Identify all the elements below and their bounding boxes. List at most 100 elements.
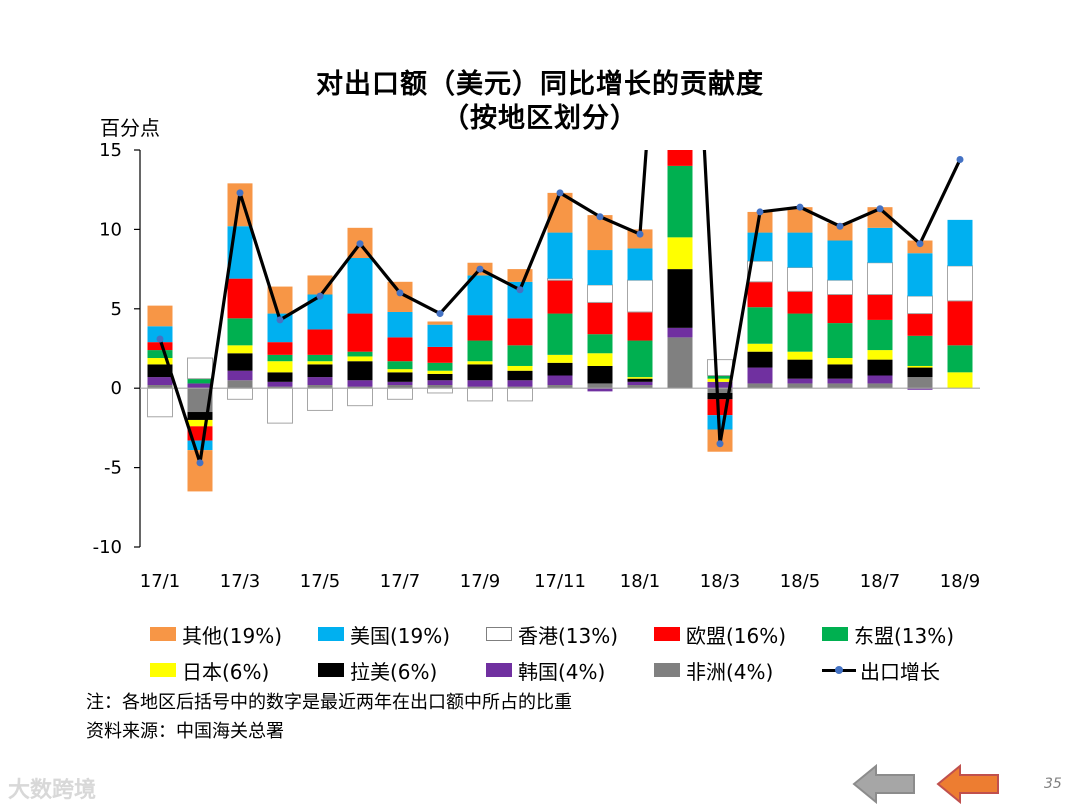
bar-korea	[427, 380, 453, 386]
bar-latam	[827, 364, 853, 379]
bar-eu	[467, 315, 493, 341]
bar-korea	[667, 327, 693, 338]
bar-africa	[907, 377, 933, 389]
bar-eu	[307, 329, 333, 355]
bar-korea	[587, 388, 613, 392]
legend-label: 日本(6%)	[182, 659, 270, 684]
bar-asean	[427, 362, 453, 371]
bar-hk	[668, 63, 693, 111]
bar-eu	[387, 337, 413, 362]
bar-eu	[667, 150, 693, 166]
line-point	[516, 286, 524, 294]
bar-japan	[347, 356, 373, 362]
bar-eu	[867, 294, 893, 320]
bar-korea	[547, 375, 573, 386]
line-point	[756, 208, 764, 216]
line-point	[356, 240, 364, 248]
legend-label: 拉美(6%)	[350, 659, 438, 684]
bar-eu	[907, 313, 933, 336]
bar-asean	[707, 375, 733, 379]
bar-japan	[867, 350, 893, 360]
bar-africa	[347, 386, 373, 389]
bar-japan	[387, 369, 413, 373]
bar-korea	[347, 380, 373, 387]
bar-japan	[427, 370, 453, 374]
line-point	[476, 265, 484, 273]
bar-japan	[747, 343, 773, 352]
x-tick-label: 17/11	[534, 571, 586, 592]
bar-asean	[467, 340, 493, 362]
bar-africa	[547, 385, 573, 389]
bar-africa	[467, 386, 493, 389]
legend-swatch	[822, 627, 848, 641]
legend-item-hk: 香港(13%)	[486, 620, 654, 649]
bar-eu	[747, 281, 773, 308]
bar-other	[827, 223, 853, 241]
bar-eu	[947, 300, 973, 346]
legend-line-swatch	[822, 663, 856, 677]
bar-hk	[547, 278, 573, 281]
bar-latam	[747, 351, 773, 368]
bar-africa	[747, 383, 773, 389]
legend-item-line: 出口增长	[822, 656, 990, 685]
bar-latam	[907, 367, 933, 378]
bar-other	[147, 305, 173, 327]
legend-swatch	[486, 627, 512, 641]
line-point	[596, 213, 604, 221]
line-point	[316, 292, 324, 300]
x-tick-label: 18/9	[940, 571, 980, 592]
legend-label: 欧盟(16%)	[686, 623, 787, 648]
bar-asean	[547, 313, 573, 355]
next-slide-button[interactable]	[936, 764, 1000, 804]
legend-item-eu: 欧盟(16%)	[654, 620, 822, 649]
bar-latam	[867, 359, 893, 376]
legend-item-latam: 拉美(6%)	[318, 656, 486, 685]
bar-korea	[227, 370, 253, 381]
watermark: 大数跨境	[8, 778, 97, 803]
legend-label: 韩国(4%)	[518, 659, 606, 684]
bar-korea	[907, 388, 933, 390]
bar-asean	[267, 354, 293, 362]
x-tick-label: 17/9	[460, 571, 500, 592]
bar-eu	[147, 342, 173, 351]
bar-asean	[147, 350, 173, 359]
bar-africa	[427, 385, 453, 389]
bar-hk	[467, 387, 493, 402]
bar-us	[627, 248, 653, 281]
bar-japan	[827, 358, 853, 365]
bar-us	[187, 440, 213, 451]
legend-label: 非洲(4%)	[686, 659, 774, 684]
legend-item-us: 美国(19%)	[318, 620, 486, 649]
legend-label: 出口增长	[860, 659, 940, 684]
line-point	[236, 189, 244, 197]
bar-korea	[147, 377, 173, 386]
bar-japan	[947, 372, 973, 389]
legend-swatch	[150, 663, 176, 677]
bar-asean	[867, 319, 893, 351]
line-point	[636, 230, 644, 238]
bar-africa	[307, 385, 333, 389]
prev-slide-button[interactable]	[852, 764, 916, 804]
bar-latam	[787, 359, 813, 379]
bar-hk	[787, 267, 813, 292]
bar-asean	[827, 323, 853, 359]
bar-africa	[507, 386, 533, 389]
bar-us	[347, 257, 373, 314]
legend-item-africa: 非洲(4%)	[654, 656, 822, 685]
bar-japan	[187, 419, 213, 427]
bar-hk	[947, 265, 973, 302]
legend-label: 香港(13%)	[518, 623, 619, 648]
bar-japan	[227, 345, 253, 354]
bar-latam	[707, 392, 733, 400]
bar-korea	[867, 375, 893, 384]
bar-eu	[827, 294, 853, 324]
bar-hk	[227, 387, 253, 400]
bar-latam	[187, 412, 213, 420]
x-tick-label: 18/1	[620, 571, 660, 592]
bar-asean	[627, 340, 653, 378]
line-point	[276, 316, 284, 324]
bar-africa	[187, 388, 213, 413]
bar-latam	[467, 364, 493, 381]
bar-latam	[227, 353, 253, 371]
source-note: 资料来源：中国海关总署	[86, 721, 284, 742]
